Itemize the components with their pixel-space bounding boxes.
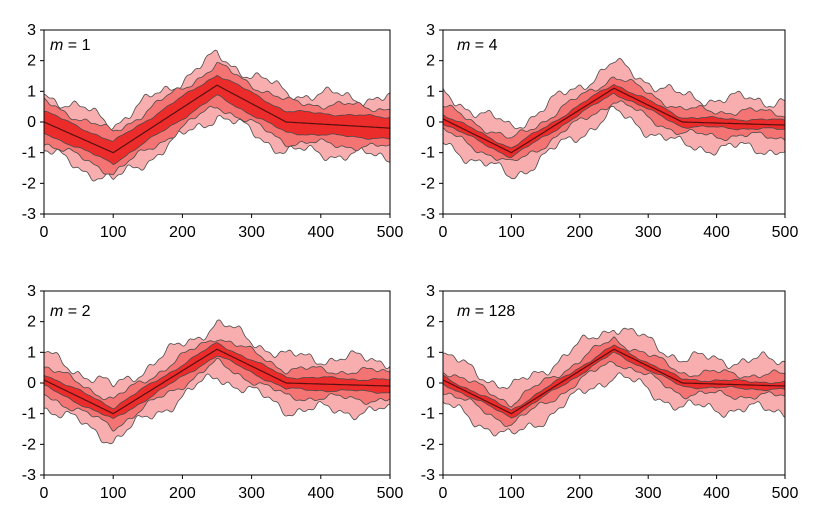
inner-band <box>443 344 785 419</box>
y-tick-label: -2 <box>421 175 435 192</box>
y-tick-label: 0 <box>27 375 36 392</box>
fan-bands <box>44 319 390 445</box>
panel-label-symbol: m <box>50 303 63 320</box>
x-tick-label: 0 <box>40 224 49 241</box>
fan-bands <box>443 327 785 437</box>
y-tick-label: -2 <box>421 436 435 453</box>
mean-line <box>44 348 390 415</box>
x-tick-label: 500 <box>377 485 404 502</box>
x-tick-label: 400 <box>703 485 730 502</box>
x-tick-label: 100 <box>100 485 127 502</box>
y-tick-label: 0 <box>426 375 435 392</box>
x-tick-label: 200 <box>566 485 593 502</box>
x-tick-label: 0 <box>40 485 49 502</box>
panel-label-value: = 1 <box>63 37 90 54</box>
y-tick-label: 3 <box>27 283 36 300</box>
y-tick-label: 0 <box>27 114 36 131</box>
inner-band <box>44 342 390 420</box>
y-tick-label: 3 <box>426 22 435 39</box>
x-tick-label: 400 <box>307 485 334 502</box>
x-tick-label: 100 <box>498 224 525 241</box>
x-tick-label: 500 <box>772 485 799 502</box>
x-tick-label: 200 <box>169 485 196 502</box>
y-tick-label: 1 <box>426 344 435 361</box>
panel-label-symbol: m <box>457 303 470 320</box>
x-tick-label: 300 <box>238 224 265 241</box>
panel-label-symbol: m <box>50 37 63 54</box>
x-tick-label: 300 <box>238 485 265 502</box>
y-tick-label: -3 <box>421 206 435 223</box>
panel-label-value: = 128 <box>470 303 515 320</box>
y-tick-label: 3 <box>426 283 435 300</box>
y-tick-label: -2 <box>22 175 36 192</box>
panel-label-value: = 2 <box>63 303 90 320</box>
y-tick-label: -3 <box>22 467 36 484</box>
y-tick-label: -1 <box>421 145 435 162</box>
y-tick-label: 2 <box>426 314 435 331</box>
panel-label: m = 2 <box>50 303 91 320</box>
y-tick-label: -2 <box>22 436 36 453</box>
panel-label: m = 4 <box>457 37 498 54</box>
y-tick-label: -3 <box>22 206 36 223</box>
y-tick-label: 2 <box>426 53 435 70</box>
x-tick-label: 200 <box>169 224 196 241</box>
x-tick-label: 0 <box>439 485 448 502</box>
y-tick-label: 2 <box>27 314 36 331</box>
x-tick-label: 100 <box>498 485 525 502</box>
panel-label-value: = 4 <box>470 37 497 54</box>
x-tick-label: 500 <box>377 224 404 241</box>
inner-band <box>44 74 390 165</box>
y-tick-label: -1 <box>22 145 36 162</box>
y-tick-label: 1 <box>27 344 36 361</box>
mean-line <box>443 87 785 154</box>
panel-label-symbol: m <box>457 37 470 54</box>
x-tick-label: 400 <box>307 224 334 241</box>
x-tick-label: 500 <box>772 224 799 241</box>
fan-bands <box>443 57 785 180</box>
y-tick-label: 1 <box>426 83 435 100</box>
x-tick-label: 0 <box>439 224 448 241</box>
x-tick-label: 300 <box>635 485 662 502</box>
y-tick-label: 3 <box>27 22 36 39</box>
inner-band <box>443 84 785 159</box>
x-tick-label: 100 <box>100 224 127 241</box>
panel-label: m = 1 <box>50 37 91 54</box>
y-tick-label: 2 <box>27 53 36 70</box>
x-tick-label: 300 <box>635 224 662 241</box>
y-tick-label: -1 <box>22 406 36 423</box>
y-tick-label: 1 <box>27 83 36 100</box>
x-tick-label: 400 <box>703 224 730 241</box>
mean-line <box>443 348 785 415</box>
mean-line <box>44 84 390 154</box>
x-tick-label: 200 <box>566 224 593 241</box>
y-tick-label: -3 <box>421 467 435 484</box>
panel-label: m = 128 <box>457 303 515 320</box>
y-tick-label: -1 <box>421 406 435 423</box>
fan-bands <box>44 49 390 182</box>
y-tick-label: 0 <box>426 114 435 131</box>
